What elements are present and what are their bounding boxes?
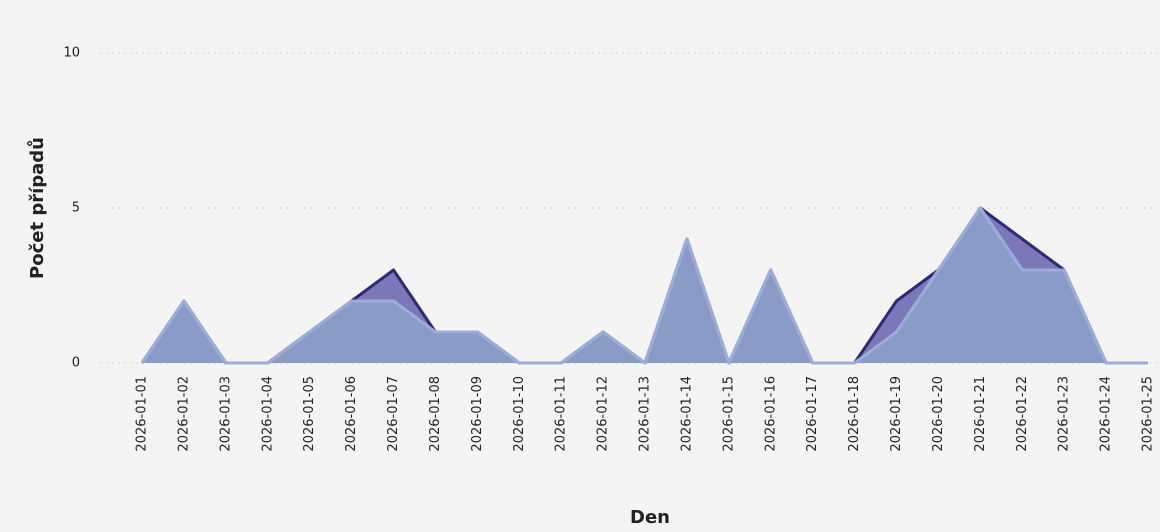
x-tick-label: 2026-01-01 — [135, 376, 150, 452]
x-tick-label: 2026-01-18 — [847, 376, 862, 452]
x-tick-label: 2026-01-08 — [428, 376, 443, 452]
x-tick-label: 2026-01-22 — [1015, 376, 1030, 452]
x-tick-label: 2026-01-07 — [386, 376, 401, 452]
x-tick-label: 2026-01-14 — [679, 376, 694, 452]
x-tick-label: 2026-01-10 — [512, 376, 527, 452]
x-tick-label: 2026-01-04 — [260, 376, 275, 452]
x-tick-label: 2026-01-13 — [638, 376, 653, 452]
x-tick-label: 2026-01-23 — [1057, 376, 1072, 452]
x-tick-label: 2026-01-12 — [596, 376, 611, 452]
x-axis-label: Den — [630, 507, 670, 528]
x-tick-label: 2026-01-06 — [344, 376, 359, 452]
y-tick-label: 10 — [63, 46, 80, 61]
y-tick-label: 0 — [72, 356, 80, 371]
x-tick-label: 2026-01-19 — [889, 376, 904, 452]
x-tick-label: 2026-01-02 — [176, 376, 191, 452]
x-tick-label: 2026-01-11 — [554, 376, 569, 452]
x-tick-label: 2026-01-24 — [1099, 376, 1114, 452]
x-tick-label: 2026-01-17 — [805, 376, 820, 452]
x-tick-label: 2026-01-05 — [302, 376, 317, 452]
x-tick-label: 2026-01-21 — [973, 376, 988, 452]
x-tick-label: 2026-01-15 — [721, 376, 736, 452]
x-tick-label: 2026-01-20 — [931, 376, 946, 452]
y-tick-label: 5 — [72, 201, 80, 216]
x-tick-label: 2026-01-25 — [1141, 376, 1156, 452]
x-tick-label: 2026-01-16 — [763, 376, 778, 452]
x-tick-label: 2026-01-03 — [218, 376, 233, 452]
area-fill — [142, 208, 1148, 363]
area-line — [140, 206, 1148, 365]
x-tick-label: 2026-01-09 — [470, 376, 485, 452]
y-axis-label: Počet případů — [26, 137, 48, 279]
